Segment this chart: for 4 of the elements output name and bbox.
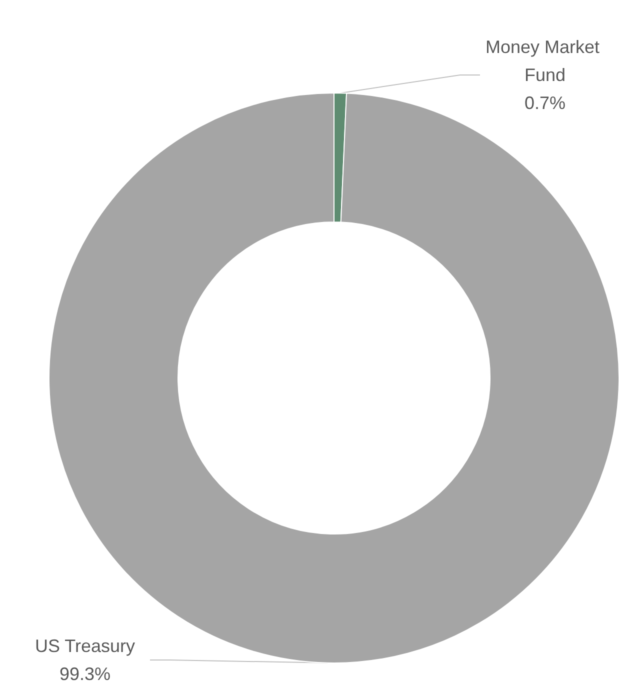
slice-label: US Treasury: [34, 636, 136, 656]
data-label: 99.3%: [59, 664, 111, 684]
slice-label: Money Market Fund: [485, 37, 605, 85]
data-label: 0.7%: [524, 93, 566, 113]
